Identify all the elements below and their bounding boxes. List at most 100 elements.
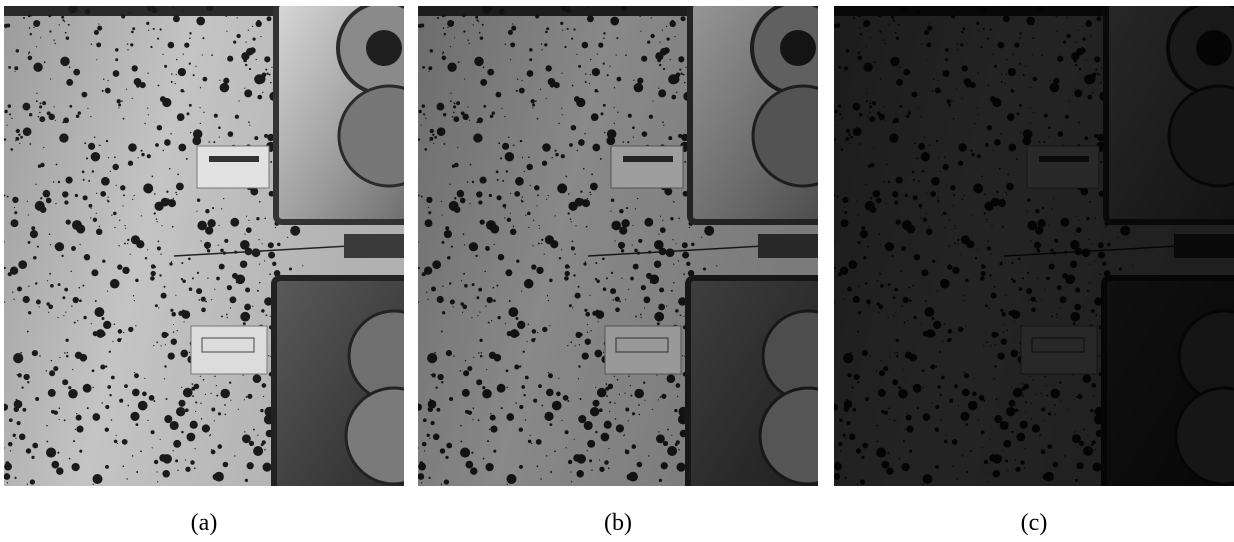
speckle (267, 16, 272, 21)
speckle (29, 27, 31, 29)
speckle (175, 459, 178, 462)
speckle (164, 378, 165, 379)
speckle (140, 82, 146, 88)
speckle (141, 215, 142, 216)
speckle (249, 47, 255, 53)
speckle (46, 425, 48, 427)
speckle (190, 460, 195, 465)
speckle (15, 71, 16, 72)
speckle (155, 143, 159, 147)
speckle (212, 207, 214, 209)
speckle (168, 203, 169, 204)
speckle (4, 463, 12, 471)
speckle (106, 140, 108, 142)
speckle (19, 434, 26, 441)
speckle (249, 68, 251, 70)
speckle (220, 249, 224, 253)
speckle (118, 104, 121, 107)
speckle (36, 46, 37, 47)
speckle (183, 91, 184, 92)
speckle (46, 198, 52, 204)
speckle (240, 312, 250, 322)
speckle (90, 116, 91, 117)
speckle (105, 465, 109, 469)
speckle (92, 474, 102, 484)
speckle (68, 389, 78, 399)
speckle (157, 38, 159, 40)
speckle (48, 312, 49, 313)
speckle (199, 299, 201, 301)
speckle (7, 482, 8, 483)
speckle (258, 239, 259, 240)
speckle (175, 192, 177, 194)
speckle (97, 26, 102, 31)
speckle (189, 362, 190, 363)
speckle (4, 267, 6, 269)
speckle (50, 244, 51, 245)
speckle (96, 59, 97, 60)
speckle (254, 136, 258, 140)
speckle (122, 465, 124, 467)
speckle (98, 7, 99, 8)
speckle (31, 226, 35, 230)
speckle (127, 43, 128, 44)
speckle (147, 108, 148, 109)
speckle (124, 384, 128, 388)
speckle (156, 471, 157, 472)
speckle (38, 116, 40, 118)
speckle (79, 354, 87, 362)
speckle (32, 443, 38, 449)
speckle (74, 322, 76, 324)
speckle (58, 181, 60, 183)
speckle (94, 307, 104, 317)
speckle (3, 447, 4, 448)
speckle (66, 219, 71, 224)
speckle (129, 12, 131, 14)
speckle (150, 46, 152, 48)
speckle (173, 15, 180, 22)
speckle (287, 237, 288, 238)
speckle (69, 105, 72, 108)
speckle (214, 376, 215, 377)
speckle (170, 133, 172, 135)
speckle (4, 194, 6, 196)
speckle (64, 419, 66, 421)
speckle (13, 299, 14, 300)
speckle (30, 230, 38, 238)
speckle (33, 27, 34, 28)
speckle (96, 42, 101, 47)
speckle (65, 339, 68, 342)
speckle (157, 246, 161, 250)
speckle (183, 54, 184, 55)
speckle (103, 321, 111, 329)
speckle (27, 381, 29, 383)
speckle (192, 277, 194, 279)
speckle (89, 204, 93, 208)
speckle (33, 256, 37, 260)
speckle (18, 373, 22, 377)
speckle (9, 113, 11, 115)
speckle (79, 450, 82, 453)
speckle (270, 82, 272, 84)
speckle (91, 152, 101, 162)
speckle (107, 385, 111, 389)
speckle (203, 112, 204, 113)
speckle (18, 260, 27, 269)
speckle (226, 31, 227, 32)
speckle (147, 189, 151, 193)
speckle (132, 389, 140, 397)
speckle (10, 450, 11, 451)
speckle (289, 267, 292, 270)
speckle (55, 120, 56, 121)
speckle (153, 345, 154, 346)
speckle (23, 374, 29, 380)
speckle (238, 100, 239, 101)
speckle (166, 398, 168, 400)
speckle (161, 332, 167, 338)
speckle (46, 448, 56, 458)
speckle (259, 264, 260, 265)
speckle (244, 399, 245, 400)
speckle (113, 212, 117, 216)
speckle (188, 257, 191, 260)
speckle (189, 37, 191, 39)
